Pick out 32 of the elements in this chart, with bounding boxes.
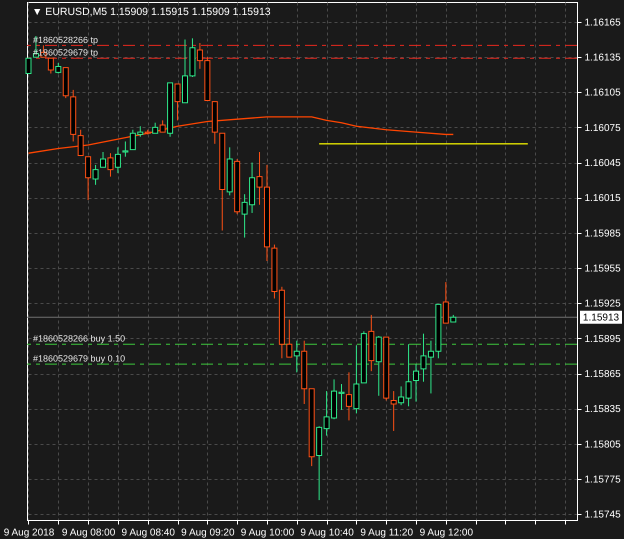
candlestick	[413, 364, 420, 402]
y-tick-label: 1.15895	[584, 334, 622, 345]
ref-line-label: #1860528266 buy 1.50	[33, 334, 126, 344]
x-tick-label: 9 Aug 12:00	[420, 528, 474, 538]
y-tick-label: 1.15955	[584, 264, 622, 275]
y-tick-label: 1.15985	[584, 228, 622, 240]
ref-line-label: #1860529679 buy 0.10	[33, 354, 126, 364]
x-tick-label: 9 Aug 10:00	[240, 528, 295, 538]
y-tick-label: 1.15775	[584, 474, 622, 486]
y-tick-label: 1.15925	[584, 298, 622, 310]
y-tick-label: 1.15835	[584, 404, 622, 416]
y-tick-label: 1.16135	[584, 52, 622, 64]
y-tick-label: 1.15865	[584, 369, 622, 380]
x-tick-label: 9 Aug 2018	[4, 528, 55, 538]
y-tick-label: 1.16165	[584, 17, 622, 28]
y-tick-label: 1.16045	[584, 158, 622, 170]
y-tick-label: 1.16015	[584, 193, 622, 204]
candlestick	[78, 129, 84, 156]
x-tick-label: 9 Aug 09:20	[181, 528, 235, 538]
x-tick-label: 9 Aug 08:00	[62, 528, 116, 538]
y-tick-label: 1.15805	[584, 439, 622, 450]
y-tick-label: 1.16075	[584, 122, 622, 134]
candlestick	[122, 140, 128, 158]
line-series	[28, 116, 454, 154]
candlestick	[25, 58, 32, 74]
x-tick-label: 9 Aug 10:40	[300, 528, 354, 538]
x-tick-label: 9 Aug 11:20	[360, 528, 414, 538]
y-tick-label: 1.15745	[584, 510, 622, 521]
y-tick-label: 1.16105	[584, 88, 622, 99]
ref-line-label: 1.15913	[582, 312, 620, 324]
chart-title: ▼ EURUSD,M5 1.15909 1.15915 1.15909 1.15913	[32, 6, 271, 18]
x-tick-label: 9 Aug 08:40	[122, 528, 176, 538]
